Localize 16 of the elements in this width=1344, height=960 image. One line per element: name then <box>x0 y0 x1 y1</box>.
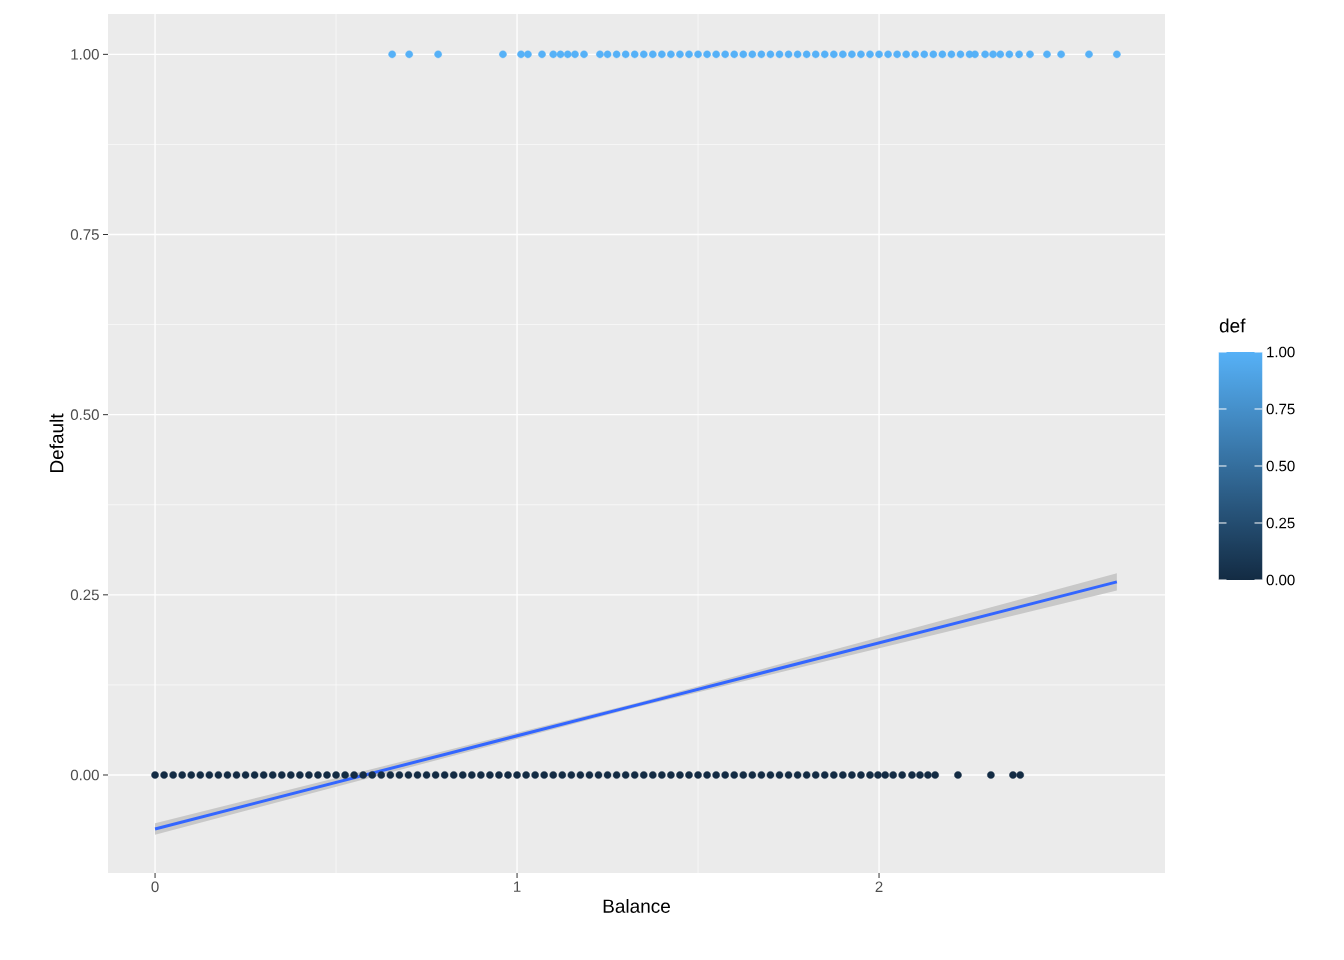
x-tick-label: 2 <box>875 881 883 892</box>
color-bar-label: 0.25 <box>1266 517 1295 529</box>
color-bar-label: 0.00 <box>1266 574 1295 586</box>
x-tick-label: 1 <box>514 881 521 892</box>
x-axis-title: Balance <box>603 898 670 913</box>
color-bar-label: 0.50 <box>1266 460 1295 472</box>
color-bar-label: 0.75 <box>1266 403 1295 415</box>
y-tick-label: 0.00 <box>70 769 99 781</box>
x-tick-label: 0 <box>151 881 159 893</box>
y-tick-label: 0.25 <box>70 589 99 601</box>
y-tick-label: 1.00 <box>71 49 99 60</box>
y-tick-label: 0.75 <box>70 229 99 240</box>
legend-title: def <box>1219 318 1246 333</box>
y-tick-label: 0.50 <box>70 409 99 420</box>
y-axis-title: Default <box>49 413 64 473</box>
color-bar-label: 1.00 <box>1267 346 1295 358</box>
